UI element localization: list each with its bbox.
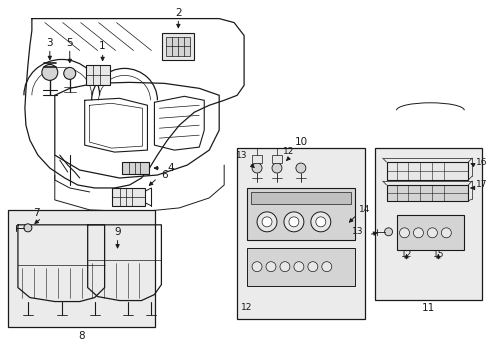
Circle shape [399,228,408,238]
Text: 1: 1 [99,41,106,51]
Text: 12: 12 [283,147,294,156]
Text: 9: 9 [114,227,121,237]
Text: 2: 2 [175,8,181,18]
Circle shape [441,228,450,238]
Bar [85,66,109,85]
Circle shape [63,67,76,79]
Circle shape [42,64,58,80]
Bar [396,215,463,250]
Bar [246,248,354,285]
Bar [386,162,468,180]
Bar [237,148,364,319]
Circle shape [307,262,317,272]
Text: 10: 10 [294,137,307,147]
Text: 5: 5 [66,37,73,48]
Text: 7: 7 [34,208,40,218]
Circle shape [315,217,325,227]
Circle shape [251,262,262,272]
Text: 16: 16 [475,158,487,167]
Text: 12: 12 [400,250,411,259]
Bar [166,36,190,57]
Circle shape [265,262,275,272]
Circle shape [427,228,436,238]
Bar [246,188,354,240]
Circle shape [310,212,330,232]
Circle shape [321,262,331,272]
Bar [271,155,282,163]
Circle shape [413,228,423,238]
Circle shape [288,217,298,227]
Bar [8,210,155,328]
Circle shape [284,212,303,232]
Text: 12: 12 [241,303,252,312]
Text: 13: 13 [351,227,363,236]
Text: 6: 6 [161,170,168,180]
Text: 4: 4 [167,163,174,173]
Bar [122,162,149,174]
Bar [162,32,194,60]
Text: 3: 3 [46,37,53,48]
Circle shape [293,262,303,272]
Bar [111,188,145,206]
Text: 15: 15 [432,250,443,259]
Text: 13: 13 [235,150,246,159]
Bar [374,148,481,300]
Circle shape [251,163,262,173]
Circle shape [384,228,392,236]
Circle shape [24,224,32,232]
Bar [251,155,262,163]
Circle shape [280,262,289,272]
Text: 8: 8 [78,332,85,341]
Circle shape [295,163,305,173]
Circle shape [257,212,276,232]
Circle shape [262,217,271,227]
Text: 14: 14 [358,206,369,215]
Bar [250,192,350,204]
Circle shape [271,163,282,173]
Text: 11: 11 [421,302,434,312]
Text: 17: 17 [475,180,487,189]
Bar [386,185,468,201]
